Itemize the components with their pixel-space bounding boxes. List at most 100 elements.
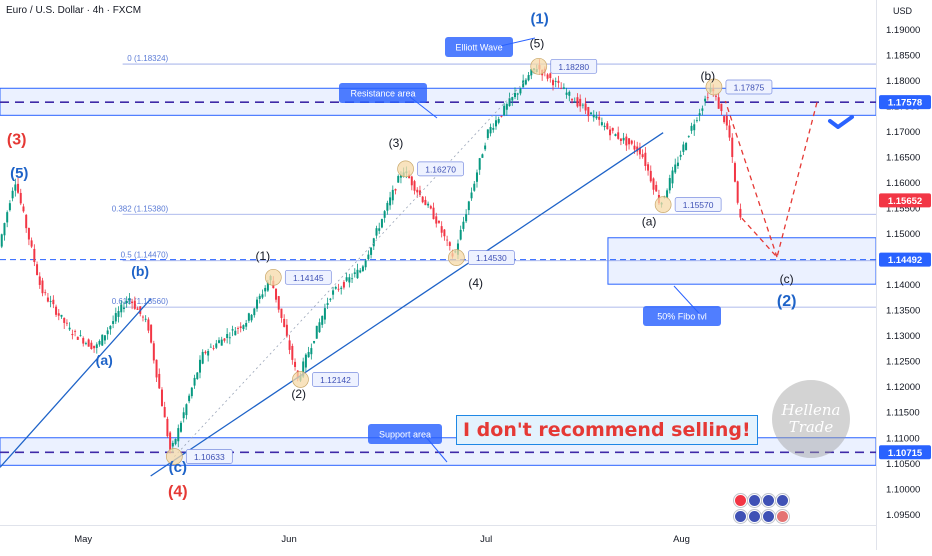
pivot-price-box [674,197,722,212]
price-badge [879,193,931,208]
price-scale[interactable]: USD 1.190001.185001.180001.175001.170001… [876,0,932,550]
candle-body [22,206,25,212]
chart-title: Euro / U.S. Dollar · 4h · FXCM [6,5,142,16]
candle-body [685,143,688,151]
price-tick-label: 1.17000 [886,127,920,138]
candle-body [280,308,283,318]
event-flag-icon[interactable] [734,494,747,507]
fib-level-label: 0.382 (1.15380) [112,204,169,213]
event-flag-icon[interactable] [748,494,761,507]
candle-body [698,113,701,116]
candle-body [598,116,601,120]
wave-label: (5) [530,36,545,50]
watermark-logo: Hellena Trade [772,380,850,458]
event-flag-icon[interactable] [776,510,789,523]
currency-label[interactable]: USD [893,6,913,16]
candle-body [443,229,446,237]
candle-body [46,297,49,302]
candle-body [378,228,381,231]
candle-body [511,97,514,101]
pivot-price-box [550,58,598,74]
price-tick-label: 1.11000 [886,433,920,444]
candle-body [44,292,47,294]
candle-body [489,126,492,134]
candle-body [323,308,326,320]
price-badge-label: 1.14492 [888,255,922,266]
candle-body [717,97,720,109]
candle-body [93,345,96,349]
candle-body [475,172,478,182]
event-flag-icon[interactable] [748,510,761,523]
economic-events[interactable] [734,494,789,526]
candle-body [581,104,584,106]
candle-body [590,112,593,115]
candle-body [549,73,552,79]
candle-body [394,189,397,191]
candle-body [554,81,557,82]
candle-body [334,287,337,289]
candle-body [497,118,500,123]
chart-svg[interactable]: 0 (1.18324) 0.382 (1.15380) 0.5 (1.14470) 0… [0,0,876,525]
pivot-price-box [185,449,233,464]
candle-body [348,277,351,283]
price-badge [879,95,931,110]
candle-body [695,120,698,122]
candle-body [87,339,90,347]
pivot-marker [530,57,548,75]
candle-body [728,125,731,138]
candle-body [74,330,77,332]
projection-path-alt [724,100,778,258]
wave-label: (2) [291,387,306,401]
candle-body [524,79,527,85]
pivot-marker [654,196,672,213]
event-flag-icon[interactable] [762,494,775,507]
candle-body [470,192,473,199]
candle-body [359,270,362,273]
price-tick-label: 1.11500 [886,408,920,419]
candle-body [693,124,696,131]
candle-body [587,107,590,117]
price-badge-label: 1.17578 [888,98,922,109]
candle-body [584,103,587,111]
candle-body [500,115,503,117]
candle-body [212,348,215,349]
price-tick-label: 1.12500 [886,357,920,368]
candle-body [253,308,256,316]
time-axis[interactable]: May Jun Jul Aug [0,525,876,551]
price-tick-label: 1.15000 [886,229,920,240]
candle-body [736,181,739,203]
callout-label: Elliott Wave [455,43,502,53]
candle-body [41,280,44,294]
wave-label: (c) [780,272,794,286]
candle-body [494,120,497,127]
price-tick-label: 1.09500 [886,510,920,521]
candle-body [655,184,658,192]
candle-body [644,152,647,166]
event-flag-icon[interactable] [734,510,747,523]
price-badge-label: 1.10715 [888,448,923,459]
candle-body [277,296,280,310]
time-axis-svg: May Jun Jul Aug [74,534,690,545]
candle-body [356,269,359,279]
fib-trend-dotted [174,66,540,457]
candle-body [76,336,79,340]
price-tick-label: 1.16500 [886,153,920,164]
candle-body [739,208,742,218]
chart-area[interactable]: 0 (1.18324) 0.382 (1.15380) 0.5 (1.14470) 0… [0,0,876,525]
candle-body [36,264,39,275]
event-flag-icon[interactable] [776,494,789,507]
event-flag-icon[interactable] [762,510,775,523]
candle-body [79,335,82,337]
candle-body [166,418,169,437]
candle-body [63,317,66,323]
candle-body [399,175,402,178]
candle-body [391,189,394,201]
candle-body [514,93,517,98]
candle-body [467,201,470,211]
candle-body [372,238,375,247]
pivot-price-label: 1.10633 [194,452,225,462]
candle-body [611,127,614,131]
pivot-price-label: 1.17875 [734,82,765,92]
candle-body [690,125,693,131]
time-tick-label: Aug [673,534,690,545]
